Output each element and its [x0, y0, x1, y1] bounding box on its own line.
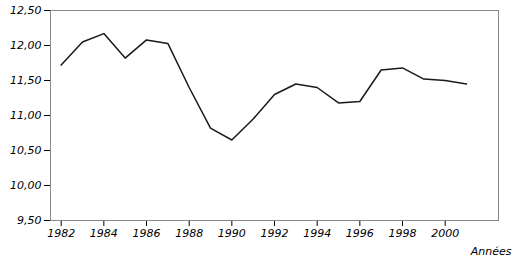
svg-text:2000: 2000 — [431, 227, 459, 240]
svg-text:10,50: 10,50 — [10, 144, 42, 157]
svg-text:1990: 1990 — [218, 227, 246, 240]
svg-text:1988: 1988 — [175, 227, 203, 240]
svg-text:1996: 1996 — [346, 227, 374, 240]
svg-text:11,50: 11,50 — [10, 74, 42, 87]
svg-text:1982: 1982 — [47, 227, 75, 240]
svg-text:11,00: 11,00 — [10, 109, 42, 122]
svg-text:10,00: 10,00 — [10, 179, 42, 192]
svg-text:Années: Années — [470, 245, 512, 258]
svg-text:12,50: 12,50 — [10, 4, 42, 17]
svg-text:1994: 1994 — [303, 227, 331, 240]
svg-text:1984: 1984 — [90, 227, 118, 240]
svg-text:1992: 1992 — [261, 227, 289, 240]
svg-text:1998: 1998 — [389, 227, 417, 240]
svg-text:9,50: 9,50 — [17, 214, 42, 227]
svg-text:12,00: 12,00 — [10, 39, 42, 52]
svg-text:1986: 1986 — [133, 227, 161, 240]
